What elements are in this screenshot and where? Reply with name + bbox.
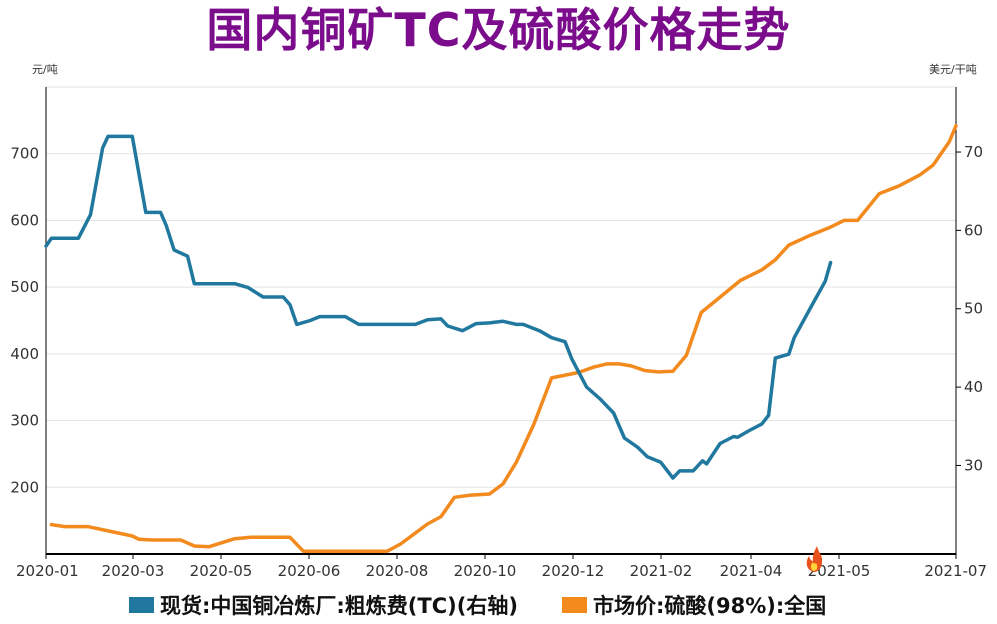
x-tick-label: 2021-04 bbox=[720, 562, 783, 580]
right-tick-label: 60 bbox=[964, 221, 983, 239]
left-tick-label: 400 bbox=[10, 345, 39, 363]
left-tick-label: 200 bbox=[10, 478, 39, 496]
right-tick-label: 40 bbox=[964, 378, 983, 396]
left-tick-label: 600 bbox=[10, 211, 39, 229]
series-line-acid bbox=[49, 123, 958, 554]
axes bbox=[45, 87, 957, 555]
gridlines bbox=[46, 86, 956, 488]
series-lines bbox=[44, 123, 958, 554]
x-tick-label: 2020-05 bbox=[190, 562, 253, 580]
series-line-tc bbox=[44, 134, 833, 480]
x-tick-label: 2021-07 bbox=[924, 562, 987, 580]
legend-swatch-acid bbox=[562, 597, 587, 613]
left-axis-ticks: 200 300 400 500 600 700 bbox=[10, 145, 39, 497]
right-axis-unit: 美元/干吨 bbox=[929, 63, 977, 76]
x-tick-label: 2020-08 bbox=[366, 562, 429, 580]
x-tick-label: 2020-01 bbox=[16, 562, 79, 580]
right-tick-label: 70 bbox=[964, 143, 983, 161]
legend-label-tc: 现货:中国铜冶炼厂:粗炼费(TC)(右轴) bbox=[160, 594, 518, 618]
x-tick-label: 2020-06 bbox=[278, 562, 341, 580]
chart-title: 国内铜矿TC及硫酸价格走势 bbox=[206, 3, 791, 57]
x-tick-label: 2020-12 bbox=[542, 562, 605, 580]
left-axis-unit: 元/吨 bbox=[32, 63, 58, 76]
x-axis-ticks: 2020-01 2020-03 2020-05 2020-06 2020-08 2020-… bbox=[16, 554, 987, 580]
left-tick-label: 300 bbox=[10, 412, 39, 430]
right-axis-ticks: 30 40 50 60 70 bbox=[956, 143, 983, 474]
left-tick-label: 700 bbox=[10, 145, 39, 163]
x-tick-label: 2020-03 bbox=[102, 562, 165, 580]
x-tick-label: 2020-10 bbox=[454, 562, 517, 580]
fire-icon bbox=[806, 546, 823, 572]
legend-label-acid: 市场价:硫酸(98%):全国 bbox=[593, 594, 826, 618]
legend-swatch-tc bbox=[129, 597, 154, 613]
x-tick-label: 2021-05 bbox=[808, 562, 871, 580]
right-tick-label: 50 bbox=[964, 300, 983, 318]
left-tick-label: 500 bbox=[10, 278, 39, 296]
legend: 现货:中国铜冶炼厂:粗炼费(TC)(右轴) 市场价:硫酸(98%):全国 bbox=[129, 594, 826, 618]
right-tick-label: 30 bbox=[964, 456, 983, 474]
x-tick-label: 2021-02 bbox=[630, 562, 693, 580]
